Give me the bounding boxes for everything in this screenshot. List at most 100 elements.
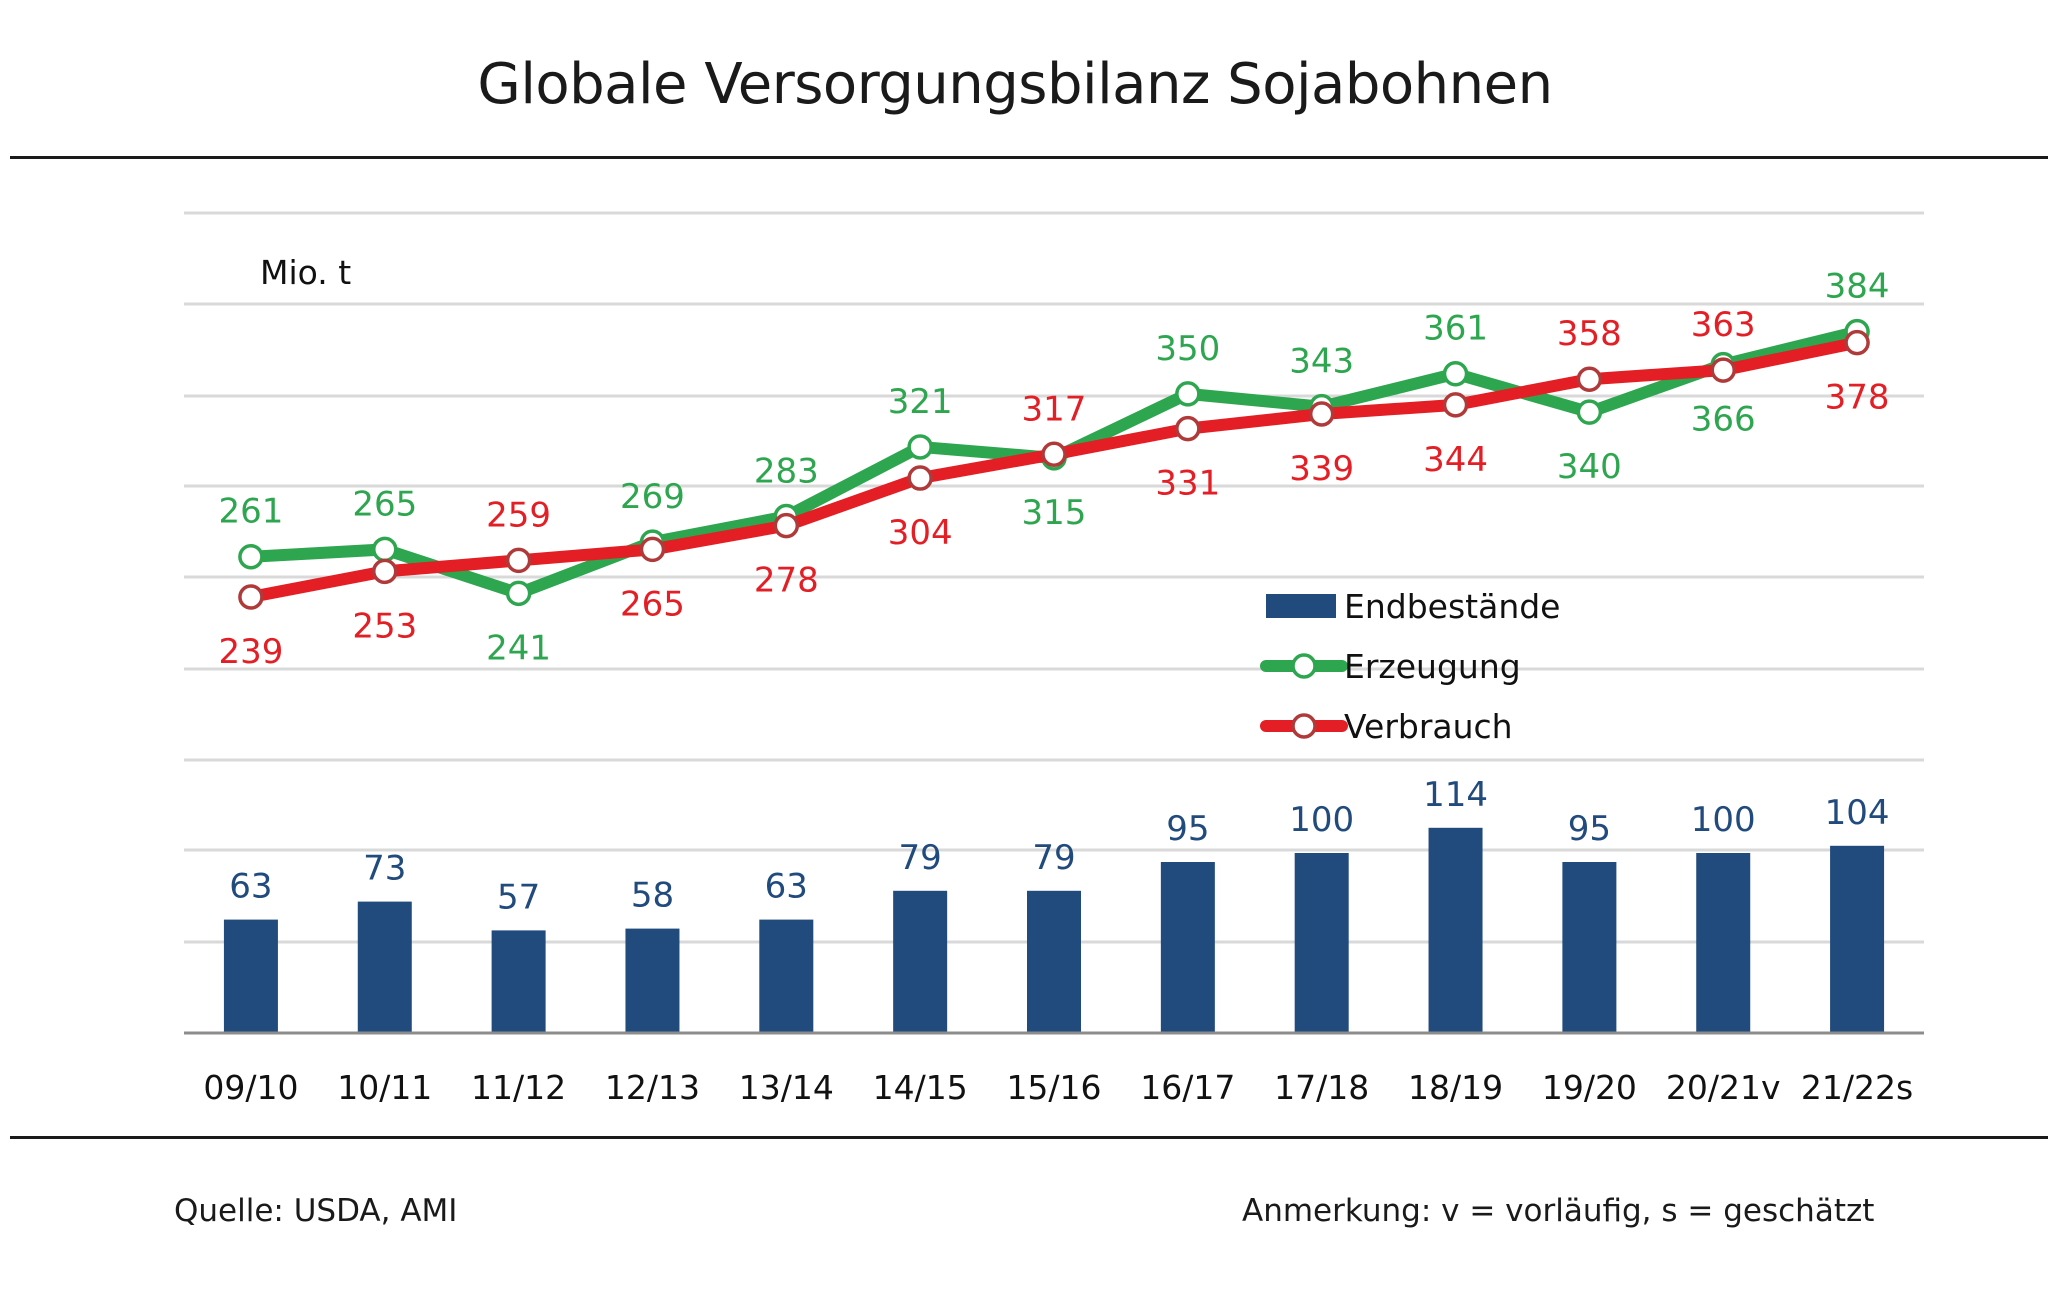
bar-data-label: 79 — [899, 838, 942, 878]
bar-endbestaende — [759, 919, 814, 1033]
legend: Endbestände Erzeugung Verbrauch — [1260, 587, 1560, 746]
marker-verbrauch — [1442, 392, 1469, 418]
marker-erzeugung — [1175, 381, 1201, 407]
verbrauch-data-label: 317 — [1022, 389, 1087, 429]
erzeugung-data-label: 315 — [1022, 493, 1087, 533]
verbrauch-data-label: 253 — [352, 606, 417, 646]
marker-verbrauch — [1041, 441, 1067, 468]
erzeugung-data-label: 241 — [486, 628, 551, 668]
bar-endbestaende — [625, 928, 680, 1033]
bar-data-label: 58 — [631, 876, 674, 916]
x-tick-label: 19/20 — [1542, 1068, 1637, 1107]
marker-erzeugung — [907, 434, 933, 460]
x-tick-label: 16/17 — [1140, 1068, 1235, 1107]
marker-verbrauch — [372, 558, 398, 585]
erzeugung-data-label: 265 — [352, 484, 417, 524]
erzeugung-data-label: 366 — [1691, 400, 1756, 440]
x-tick-labels: 09/10 10/11 11/12 12/13 13/14 14/15 15/16 16/17… — [203, 1068, 1913, 1107]
marker-verbrauch — [1576, 366, 1603, 392]
bottom-divider — [10, 1136, 2048, 1139]
marker-verbrauch — [773, 512, 800, 539]
x-tick-label: 10/11 — [337, 1068, 432, 1107]
bar-data-label: 104 — [1825, 793, 1890, 833]
x-tick-label: 13/14 — [739, 1068, 834, 1107]
verbrauch-data-label: 331 — [1155, 464, 1220, 504]
erzeugung-data-label: 350 — [1155, 329, 1220, 369]
marker-verbrauch — [505, 547, 532, 574]
verbrauch-data-label: 344 — [1423, 440, 1488, 480]
bar-data-label: 100 — [1289, 800, 1354, 840]
bar-endbestaende — [357, 901, 412, 1033]
bar-data-label: 95 — [1568, 809, 1611, 849]
erzeugung-data-label: 283 — [754, 451, 819, 491]
legend-marker-icon — [1291, 713, 1317, 739]
verbrauch-data-label: 304 — [888, 513, 953, 553]
bar-endbestaende — [1294, 853, 1349, 1033]
bar-endbestaende — [1160, 862, 1215, 1033]
x-tick-label: 15/16 — [1006, 1068, 1101, 1107]
verbrauch-data-label: 363 — [1691, 305, 1756, 345]
bar-data-label: 63 — [229, 867, 272, 907]
legend-label: Endbestände — [1344, 587, 1560, 626]
erzeugung-data-label: 384 — [1825, 267, 1890, 307]
marker-erzeugung — [1442, 360, 1469, 387]
erzeugung-data-label: 321 — [888, 382, 953, 422]
bar-data-label: 100 — [1691, 800, 1756, 840]
marker-verbrauch — [1175, 415, 1201, 442]
marker-erzeugung — [372, 536, 398, 563]
legend-label: Erzeugung — [1344, 647, 1521, 686]
x-tick-label: 11/12 — [471, 1068, 566, 1107]
marker-erzeugung — [505, 580, 532, 607]
x-tick-label: 09/10 — [203, 1068, 298, 1107]
erzeugung-data-label: 343 — [1289, 342, 1354, 382]
x-tick-label: 18/19 — [1408, 1068, 1503, 1107]
y-unit-label: Mio. t — [260, 253, 351, 292]
verbrauch-data-label: 339 — [1289, 449, 1354, 489]
top-divider — [10, 156, 2048, 159]
marker-verbrauch — [238, 584, 264, 610]
chart-title: Globale Versorgungsbilanz Sojabohnen — [477, 52, 1553, 117]
marker-verbrauch — [907, 465, 933, 491]
bar-data-label: 95 — [1166, 809, 1209, 849]
bar-data-label: 57 — [497, 877, 540, 917]
bar-endbestaende — [893, 890, 948, 1033]
source-note: Quelle: USDA, AMI — [174, 1193, 458, 1229]
x-tick-label: 21/22s — [1801, 1068, 1913, 1107]
marker-verbrauch — [1710, 357, 1736, 383]
legend-swatch-endbestaende — [1266, 594, 1336, 618]
bar-data-label: 114 — [1423, 775, 1488, 815]
marker-verbrauch — [1844, 329, 1870, 356]
data-labels: 63 73 57 58 63 79 79 95 100 114 95 100 104 261 265 241 2… — [218, 267, 1889, 918]
bar-endbestaende — [1027, 890, 1081, 1033]
bar-endbestaende — [1428, 827, 1483, 1033]
bar-endbestaende — [1830, 845, 1885, 1033]
bar-data-label: 79 — [1032, 838, 1075, 878]
erzeugung-data-label: 261 — [218, 492, 283, 532]
line-series — [238, 318, 1870, 610]
marker-erzeugung — [238, 543, 264, 570]
verbrauch-data-label: 265 — [620, 584, 685, 624]
erzeugung-data-label: 361 — [1423, 309, 1488, 349]
verbrauch-data-label: 358 — [1557, 314, 1622, 354]
gridlines — [184, 211, 1924, 944]
legend-marker-icon — [1291, 653, 1317, 679]
bar-series-endbestaende — [223, 827, 1885, 1033]
bar-endbestaende — [1696, 853, 1751, 1033]
x-tick-label: 12/13 — [605, 1068, 700, 1107]
marker-verbrauch — [1308, 401, 1335, 427]
erzeugung-data-label: 340 — [1557, 447, 1622, 487]
verbrauch-data-label: 259 — [486, 495, 551, 535]
annotation-note: Anmerkung: v = vorläufig, s = geschätzt — [1242, 1193, 1875, 1229]
marker-erzeugung — [1576, 399, 1603, 425]
erzeugung-data-label: 269 — [620, 477, 685, 517]
x-tick-label: 17/18 — [1274, 1068, 1369, 1107]
marker-verbrauch — [639, 536, 666, 563]
x-tick-label: 20/21v — [1666, 1068, 1781, 1107]
bar-endbestaende — [1562, 862, 1617, 1033]
bar-data-label: 73 — [363, 849, 406, 889]
bar-data-label: 63 — [765, 867, 808, 907]
legend-label: Verbrauch — [1344, 707, 1513, 746]
bar-endbestaende — [491, 930, 546, 1033]
verbrauch-data-label: 278 — [754, 561, 819, 601]
